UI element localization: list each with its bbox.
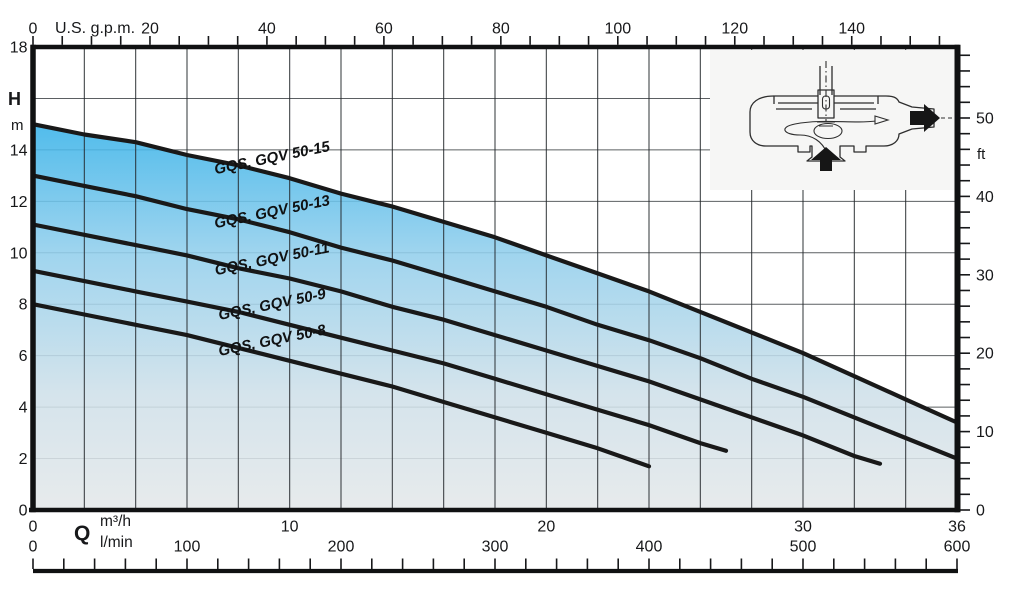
top-axis-unit-label: U.S. g.p.m. (55, 20, 136, 37)
right-axis-tick-label: 50 (976, 110, 994, 127)
bottom-axis-lmin-tick-label: 0 (29, 539, 38, 556)
top-axis-tick-label: 60 (375, 21, 393, 38)
bottom-axis-lmin-tick-label: 200 (328, 539, 355, 556)
bottom-axis-lmin-tick-label: 300 (482, 539, 509, 556)
pump-section-inset (710, 50, 957, 190)
bottom-axis-m3h-tick-label: 20 (537, 519, 555, 536)
bottom-axis-m3h-tick-label: 36 (948, 519, 966, 536)
left-axis-tick-label: 10 (10, 245, 28, 262)
top-axis-tick-label: 0 (29, 21, 38, 38)
right-axis-tick-label: 30 (976, 267, 994, 284)
flow-arrowhead-icon (874, 115, 890, 125)
pump-curve (30, 268, 729, 453)
left-axis-tick-label: 12 (10, 194, 28, 211)
left-axis-tick-label: 18 (10, 40, 28, 57)
left-axis-tick-label: 8 (19, 297, 28, 314)
left-axis-unit-label: m (11, 117, 24, 134)
bottom-axis-m3h-tick-label: 0 (29, 519, 38, 536)
bottom-axis-m3h-tick-label: 30 (794, 519, 812, 536)
left-axis-tick-label: 4 (19, 400, 28, 417)
outlet-flow-arrow-icon (910, 104, 940, 132)
pump-cross-section-icon (749, 61, 953, 171)
bottom-axis-lmin-tick-label: 500 (790, 539, 817, 556)
top-axis-tick-label: 140 (838, 21, 865, 38)
bottom-axis-m3h-tick-label: 10 (281, 519, 299, 536)
bottom-axis-lmin-tick-label: 100 (174, 539, 201, 556)
bottom-axis-unit-m3h-label: m³/h (100, 513, 131, 530)
top-axis-tick-label: 20 (141, 21, 159, 38)
top-axis-tick-label: 80 (492, 21, 510, 38)
top-axis-tick-label: 120 (721, 21, 748, 38)
pump-curve (30, 173, 960, 461)
bottom-axis-lmin-tick-label: 600 (944, 539, 971, 556)
pump-curve (30, 222, 883, 466)
right-axis-tick-label: 20 (976, 346, 994, 363)
pump-curve (30, 302, 652, 469)
top-axis-tick-label: 40 (258, 21, 276, 38)
left-axis-label: H (8, 89, 21, 109)
left-axis-tick-label: 14 (10, 142, 28, 159)
inlet-flow-arrow-icon (811, 147, 841, 171)
bottom-axis-unit-lmin-label: l/min (100, 534, 133, 551)
right-axis-tick-label: 10 (976, 424, 994, 441)
bottom-axis-lmin-tick-label: 400 (636, 539, 663, 556)
left-axis-tick-label: 2 (19, 451, 28, 468)
right-axis-unit-label: ft (977, 146, 986, 163)
left-axis-tick-label: 6 (19, 348, 28, 365)
left-axis-tick-label: 0 (19, 503, 28, 520)
right-axis-tick-label: 0 (976, 503, 985, 520)
pump-curve (30, 122, 960, 425)
top-axis-tick-label: 100 (604, 21, 631, 38)
right-axis-tick-label: 40 (976, 189, 994, 206)
bottom-axis-label: Q (74, 522, 91, 545)
